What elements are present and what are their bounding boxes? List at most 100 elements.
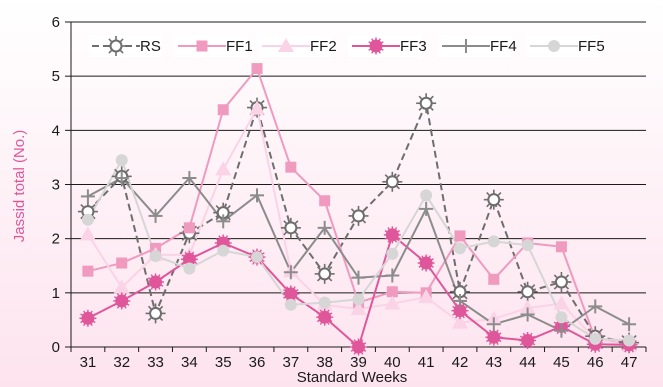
data-point-ff5 [284, 298, 297, 311]
marker-circle [318, 267, 332, 281]
x-tick-label: 46 [587, 354, 604, 371]
data-point-ff4 [520, 307, 535, 322]
marker-triangle [249, 100, 266, 115]
marker-circle [109, 39, 123, 53]
data-point-ff1 [251, 63, 263, 75]
data-point-ff4 [216, 214, 231, 229]
marker-ray [519, 295, 524, 300]
data-point-rs [280, 217, 301, 238]
x-tick-label: 39 [350, 354, 367, 371]
marker-ray [147, 317, 152, 322]
marker-dot [217, 244, 230, 257]
legend-marker [548, 40, 560, 52]
x-tick-label: 35 [215, 354, 232, 371]
marker-circle [521, 285, 535, 299]
y-tick-label: 4 [52, 122, 60, 139]
marker-dot [548, 40, 560, 52]
marker-ray [215, 205, 220, 209]
data-point-rs [348, 205, 369, 226]
marker-ray [486, 192, 491, 196]
marker-ray [119, 49, 124, 54]
data-point-ff5 [589, 332, 602, 345]
legend-item-ff4: FF4 [438, 35, 517, 57]
data-point-ff1 [285, 161, 297, 173]
marker-dot [453, 242, 466, 255]
data-point-ff4 [250, 188, 265, 203]
data-point-ff3 [180, 250, 198, 268]
marker-ray [159, 305, 164, 310]
data-point-ff1 [454, 230, 466, 242]
x-tick-label: 47 [621, 354, 638, 371]
marker-triangle [350, 301, 367, 316]
marker-ray [350, 208, 355, 213]
marker-ray [587, 328, 592, 333]
marker-core [419, 256, 433, 270]
legend-item-rs: RS [88, 35, 162, 57]
marker-circle [284, 221, 298, 235]
marker-square [82, 265, 94, 277]
data-point-ff4 [419, 201, 434, 216]
legend-item-ff1: FF1 [174, 35, 253, 57]
legend-label: FF5 [578, 38, 605, 55]
marker-ray [226, 205, 231, 209]
marker-circle [487, 193, 501, 207]
data-point-ff2 [418, 289, 435, 304]
marker-ray [396, 185, 400, 190]
marker-dot [284, 298, 297, 311]
marker-ray [565, 274, 570, 279]
legend-marker [278, 38, 294, 52]
marker-dot [386, 247, 399, 260]
legend-label: FF1 [226, 38, 253, 55]
data-point-rs [517, 281, 538, 302]
data-point-ff1 [386, 286, 398, 298]
marker-ray [260, 99, 265, 104]
data-point-ff2 [113, 279, 130, 294]
marker-ray [452, 284, 457, 289]
marker-ray [114, 168, 119, 173]
marker-ray [181, 236, 186, 241]
x-axis-title: Standard Weeks [297, 369, 408, 386]
data-point-rs [314, 263, 335, 284]
marker-ray [226, 216, 231, 221]
marker-ray [328, 277, 333, 282]
marker-circle [149, 306, 163, 320]
marker-square [217, 104, 229, 116]
marker-core [115, 294, 129, 308]
data-point-ff4 [452, 293, 467, 308]
data-point-ff4 [554, 323, 569, 338]
marker-ray [418, 95, 423, 100]
marker-dot [183, 262, 196, 275]
marker-ray [418, 106, 423, 111]
legend: RS FF1 FF2 FF3 FF4 FF5 [88, 35, 605, 57]
data-point-ff1 [116, 257, 128, 269]
marker-ray [553, 274, 558, 279]
x-tick-label: 44 [519, 354, 536, 371]
marker-core [521, 334, 535, 347]
marker-ray [249, 99, 254, 104]
marker-ray [429, 106, 434, 111]
marker-ray [317, 277, 321, 282]
data-point-ff5 [623, 334, 636, 347]
data-point-ff3 [350, 338, 367, 356]
marker-core [149, 275, 163, 289]
marker-ray [114, 180, 119, 185]
data-point-ff4 [622, 317, 637, 332]
data-point-ff2 [215, 161, 232, 176]
marker-dot [487, 235, 500, 248]
legend-item-ff3: FF3 [348, 35, 427, 57]
y-tick-label: 6 [52, 14, 60, 31]
marker-dot [589, 332, 602, 345]
data-point-ff4 [283, 265, 298, 280]
data-point-ff1 [488, 273, 500, 285]
marker-dot [352, 293, 365, 306]
marker-ray [463, 284, 468, 289]
data-point-ff5 [352, 293, 365, 306]
legend-item-ff5: FF5 [526, 35, 605, 57]
marker-ray [553, 285, 558, 290]
marker-square [319, 195, 331, 207]
data-point-ff5 [386, 247, 399, 260]
marker-ray [463, 295, 468, 300]
marker-ray [294, 231, 299, 236]
data-point-ff5 [251, 251, 264, 264]
y-tick-label: 1 [52, 285, 60, 302]
